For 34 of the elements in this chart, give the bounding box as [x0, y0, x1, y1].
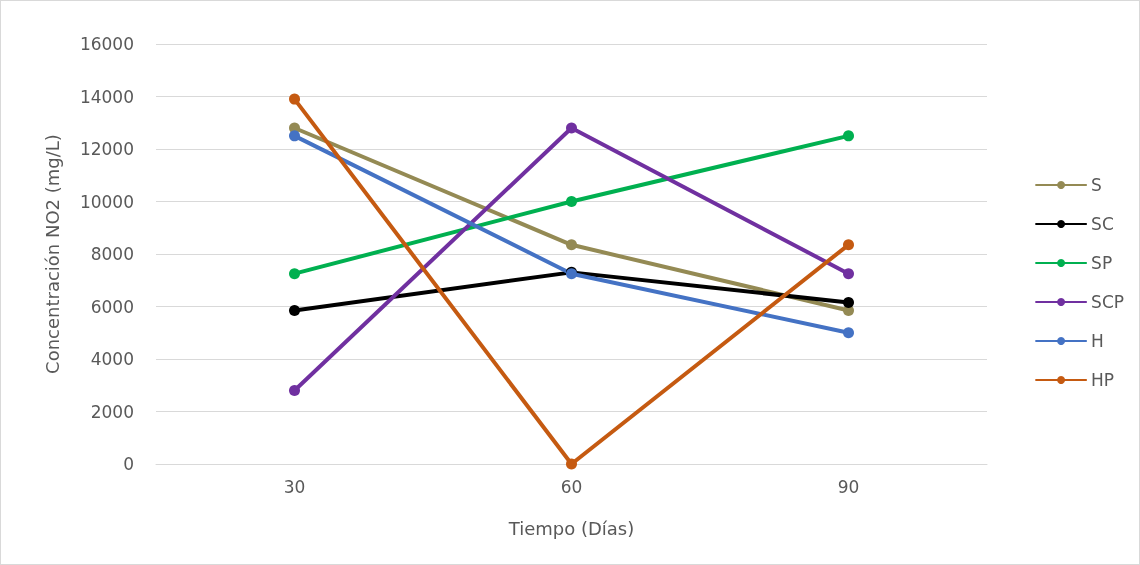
legend-label: S	[1091, 175, 1102, 195]
point	[566, 122, 577, 134]
legend-label: SC	[1091, 214, 1114, 234]
point	[289, 130, 300, 142]
y-tick-label: 12000	[79, 139, 134, 159]
point	[843, 130, 854, 142]
point	[566, 239, 577, 251]
y-tick-label: 16000	[79, 34, 134, 54]
point	[289, 385, 300, 396]
x-tick-label: 90	[837, 476, 860, 497]
legend-label: SP	[1091, 253, 1113, 273]
point	[843, 297, 854, 309]
y-axis-title: Concentración NO2 (mg/L)	[41, 134, 63, 374]
y-tick-label: 14000	[79, 86, 134, 107]
legend-label: HP	[1091, 370, 1115, 390]
x-tick-label: 60	[560, 476, 583, 497]
y-tick-label: 0	[123, 454, 134, 474]
point	[289, 268, 300, 280]
point	[289, 304, 300, 316]
point	[843, 239, 854, 251]
y-tick-label: 4000	[90, 349, 134, 369]
point	[843, 327, 854, 339]
point	[843, 268, 854, 280]
point	[289, 93, 300, 105]
y-tick-label: 8000	[90, 244, 134, 264]
x-tick-label: 30	[283, 476, 306, 497]
x-axis-title: Tiempo (Días)	[507, 517, 635, 539]
y-tick-label: 10000	[79, 191, 134, 212]
point	[566, 196, 577, 207]
legend-label: H	[1091, 331, 1104, 351]
point	[566, 458, 577, 470]
y-tick-label: 2000	[90, 401, 134, 422]
y-tick-label: 6000	[90, 296, 134, 317]
legend-label: SCP	[1091, 292, 1125, 312]
